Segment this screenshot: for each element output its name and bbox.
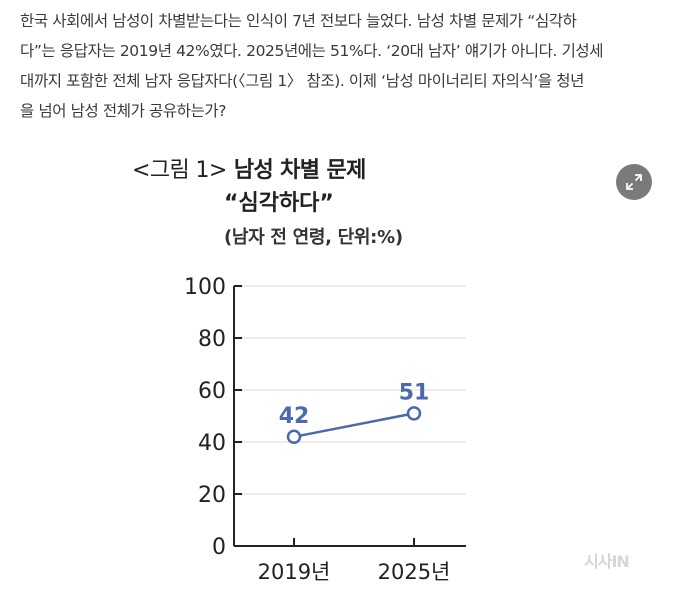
- data-point: [286, 429, 302, 445]
- data-label: 51: [399, 380, 430, 405]
- x-tick-label: 2025년: [378, 560, 451, 584]
- data-point: [406, 406, 422, 421]
- y-tick-label: 80: [198, 327, 226, 352]
- figure-subtitle: (남자 전 연령, 단위:%): [224, 227, 403, 248]
- y-tick-label: 20: [198, 483, 226, 508]
- watermark-logo: 시사IN: [584, 552, 630, 571]
- figure-header: <그림 1> 남성 차별 문제 “심각하다” (남자 전 연령, 단위:%): [132, 154, 452, 256]
- expand-icon: [626, 174, 642, 190]
- figure-title: 남성 차별 문제: [233, 158, 367, 183]
- article-line: 을 넘어 남성 전체가 공유하는가?: [20, 102, 227, 120]
- figure-title-quote: “심각하다”: [224, 191, 334, 216]
- y-tick-label: 0: [212, 535, 226, 560]
- article-line: 대까지 포함한 전체 남자 응답자다(〈그림 1〉 참조). 이제 ‘남성 마이…: [20, 72, 584, 90]
- data-label: 42: [279, 404, 310, 429]
- y-tick-label: 100: [184, 275, 226, 300]
- figure-label: <그림 1>: [132, 158, 227, 183]
- article-paragraph: 한국 사회에서 남성이 차별받는다는 인식이 7년 전보다 늘었다. 남성 차별…: [20, 6, 670, 126]
- figure-title-row: <그림 1> 남성 차별 문제: [132, 154, 452, 188]
- y-tick-label: 60: [198, 379, 226, 404]
- article-line: 다”는 응답자는 2019년 42%였다. 2025년에는 51%다. ‘20대…: [20, 42, 604, 60]
- series-line: [293, 412, 415, 439]
- expand-image-button[interactable]: [616, 164, 652, 200]
- y-tick-label: 40: [198, 431, 226, 456]
- article-line: 한국 사회에서 남성이 차별받는다는 인식이 7년 전보다 늘었다. 남성 차별…: [20, 12, 577, 30]
- x-tick-label: 2019년: [258, 560, 331, 584]
